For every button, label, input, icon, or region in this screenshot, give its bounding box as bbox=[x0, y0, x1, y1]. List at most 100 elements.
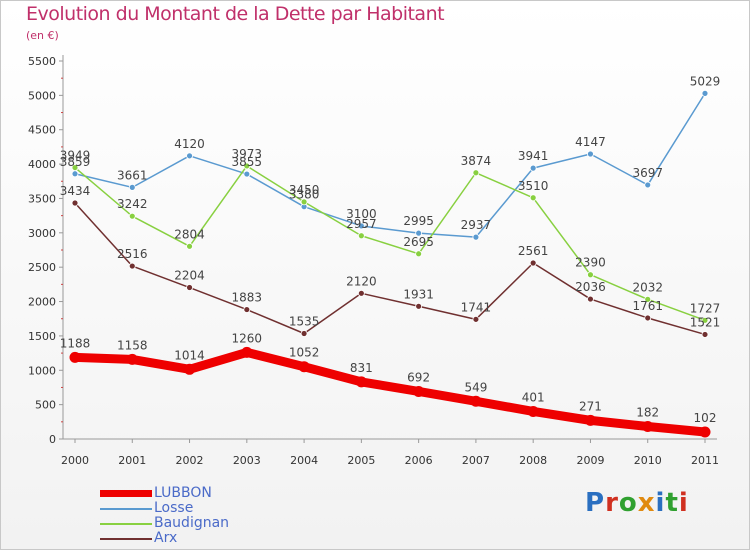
data-label-arx: 1761 bbox=[632, 299, 663, 313]
x-tick-label: 2011 bbox=[691, 454, 719, 467]
data-label-losse: 5029 bbox=[690, 74, 721, 88]
data-point-arx bbox=[71, 199, 79, 207]
x-tick-label: 2009 bbox=[576, 454, 604, 467]
data-label-losse: 4147 bbox=[575, 135, 606, 149]
x-tick-label: 2001 bbox=[118, 454, 146, 467]
data-label-arx: 2561 bbox=[518, 244, 549, 258]
data-label-lubbon: 102 bbox=[694, 411, 717, 425]
data-label-baudignan: 3973 bbox=[232, 147, 263, 161]
data-point-baudignan bbox=[529, 194, 537, 202]
legend: LUBBON Losse Baudignan Arx bbox=[100, 485, 300, 546]
data-label-losse: 3380 bbox=[289, 188, 320, 202]
data-point-lubbon bbox=[642, 420, 654, 432]
legend-label-arx: Arx bbox=[154, 530, 178, 546]
data-label-arx: 1741 bbox=[461, 300, 492, 314]
data-point-baudignan bbox=[587, 271, 594, 279]
data-point-arx bbox=[357, 289, 365, 297]
data-label-arx: 3434 bbox=[60, 184, 91, 198]
data-label-lubbon: 1014 bbox=[174, 348, 205, 362]
data-label-baudignan: 2957 bbox=[346, 217, 377, 231]
y-tick-label: 5500 bbox=[28, 55, 56, 68]
data-label-baudignan: 3450 bbox=[289, 183, 320, 197]
data-label-lubbon: 271 bbox=[579, 399, 602, 413]
data-point-baudignan bbox=[186, 242, 193, 250]
data-label-losse: 3661 bbox=[117, 168, 148, 182]
data-point-losse bbox=[701, 89, 709, 97]
data-point-losse bbox=[186, 152, 193, 160]
data-point-arx bbox=[644, 314, 652, 322]
logo-letter: P bbox=[585, 488, 606, 518]
logo-letter: r bbox=[605, 488, 619, 518]
data-point-arx bbox=[300, 330, 308, 337]
data-label-arx: 2204 bbox=[174, 269, 205, 283]
data-label-arx: 1535 bbox=[289, 315, 320, 329]
x-tick-label: 2003 bbox=[233, 454, 261, 467]
data-point-losse bbox=[529, 164, 537, 172]
data-label-baudignan: 1727 bbox=[690, 301, 721, 315]
y-tick-label: 2500 bbox=[28, 261, 56, 274]
legend-swatch-losse bbox=[100, 508, 152, 510]
data-point-baudignan bbox=[71, 164, 79, 171]
data-label-arx: 2516 bbox=[117, 247, 148, 261]
logo-letter: i bbox=[655, 488, 666, 518]
data-label-losse: 3855 bbox=[232, 155, 263, 169]
data-point-lubbon bbox=[126, 353, 138, 365]
data-label-lubbon: 1052 bbox=[289, 346, 320, 360]
series-line-arx bbox=[74, 202, 706, 336]
data-point-arx bbox=[186, 284, 193, 291]
data-label-baudignan: 2390 bbox=[575, 256, 606, 270]
data-label-lubbon: 1260 bbox=[232, 331, 263, 345]
y-tick-label: 3000 bbox=[28, 227, 56, 240]
data-label-arx: 2036 bbox=[575, 280, 606, 294]
data-label-arx: 1883 bbox=[232, 291, 263, 305]
data-label-losse: 3697 bbox=[632, 166, 663, 180]
x-tick-label: 2008 bbox=[519, 454, 547, 467]
y-tick-label: 1000 bbox=[28, 364, 56, 377]
data-point-lubbon bbox=[699, 426, 711, 438]
data-point-lubbon bbox=[355, 376, 367, 388]
logo-letter: t bbox=[665, 488, 679, 518]
data-point-arx bbox=[472, 315, 480, 323]
data-label-baudignan: 2804 bbox=[174, 227, 205, 241]
data-point-baudignan bbox=[415, 250, 423, 258]
data-label-lubbon: 182 bbox=[636, 405, 659, 419]
data-point-baudignan bbox=[472, 169, 480, 177]
data-label-losse: 3100 bbox=[346, 207, 377, 221]
data-point-baudignan bbox=[357, 232, 365, 240]
y-tick-label: 4500 bbox=[28, 124, 56, 137]
data-label-losse: 3859 bbox=[60, 155, 91, 169]
legend-swatch-lubbon bbox=[100, 490, 152, 497]
data-label-baudignan: 3874 bbox=[461, 154, 492, 168]
data-point-lubbon bbox=[527, 405, 539, 417]
data-point-losse bbox=[415, 229, 423, 237]
data-point-losse bbox=[243, 170, 251, 178]
data-point-losse bbox=[128, 183, 136, 191]
y-tick-label: 2000 bbox=[28, 296, 56, 309]
data-label-losse: 4120 bbox=[174, 137, 205, 151]
x-tick-label: 2007 bbox=[462, 454, 490, 467]
data-label-lubbon: 831 bbox=[350, 361, 373, 375]
data-point-baudignan bbox=[300, 198, 308, 206]
y-tick-label: 5000 bbox=[28, 89, 56, 102]
series-line-lubbon bbox=[70, 347, 710, 437]
proxiti-logo: Proxiti bbox=[585, 488, 689, 518]
data-label-lubbon: 1158 bbox=[117, 338, 148, 352]
data-point-arx bbox=[701, 331, 709, 338]
legend-item-arx: Arx bbox=[100, 530, 300, 546]
x-tick-label: 2002 bbox=[176, 454, 204, 467]
logo-letter: i bbox=[678, 488, 689, 518]
data-point-lubbon bbox=[584, 414, 596, 426]
logo-letter: o bbox=[618, 488, 638, 518]
legend-label-losse: Losse bbox=[154, 500, 194, 516]
data-point-losse bbox=[472, 233, 480, 241]
data-point-arx bbox=[243, 306, 251, 313]
data-label-baudignan: 2695 bbox=[403, 235, 434, 249]
series-line-baudignan bbox=[74, 165, 706, 322]
data-point-baudignan bbox=[128, 212, 136, 220]
data-point-lubbon bbox=[298, 361, 310, 373]
data-label-baudignan: 3510 bbox=[518, 179, 549, 193]
legend-swatch-arx bbox=[100, 538, 152, 540]
data-label-lubbon: 692 bbox=[407, 370, 430, 384]
data-point-baudignan bbox=[701, 316, 709, 324]
